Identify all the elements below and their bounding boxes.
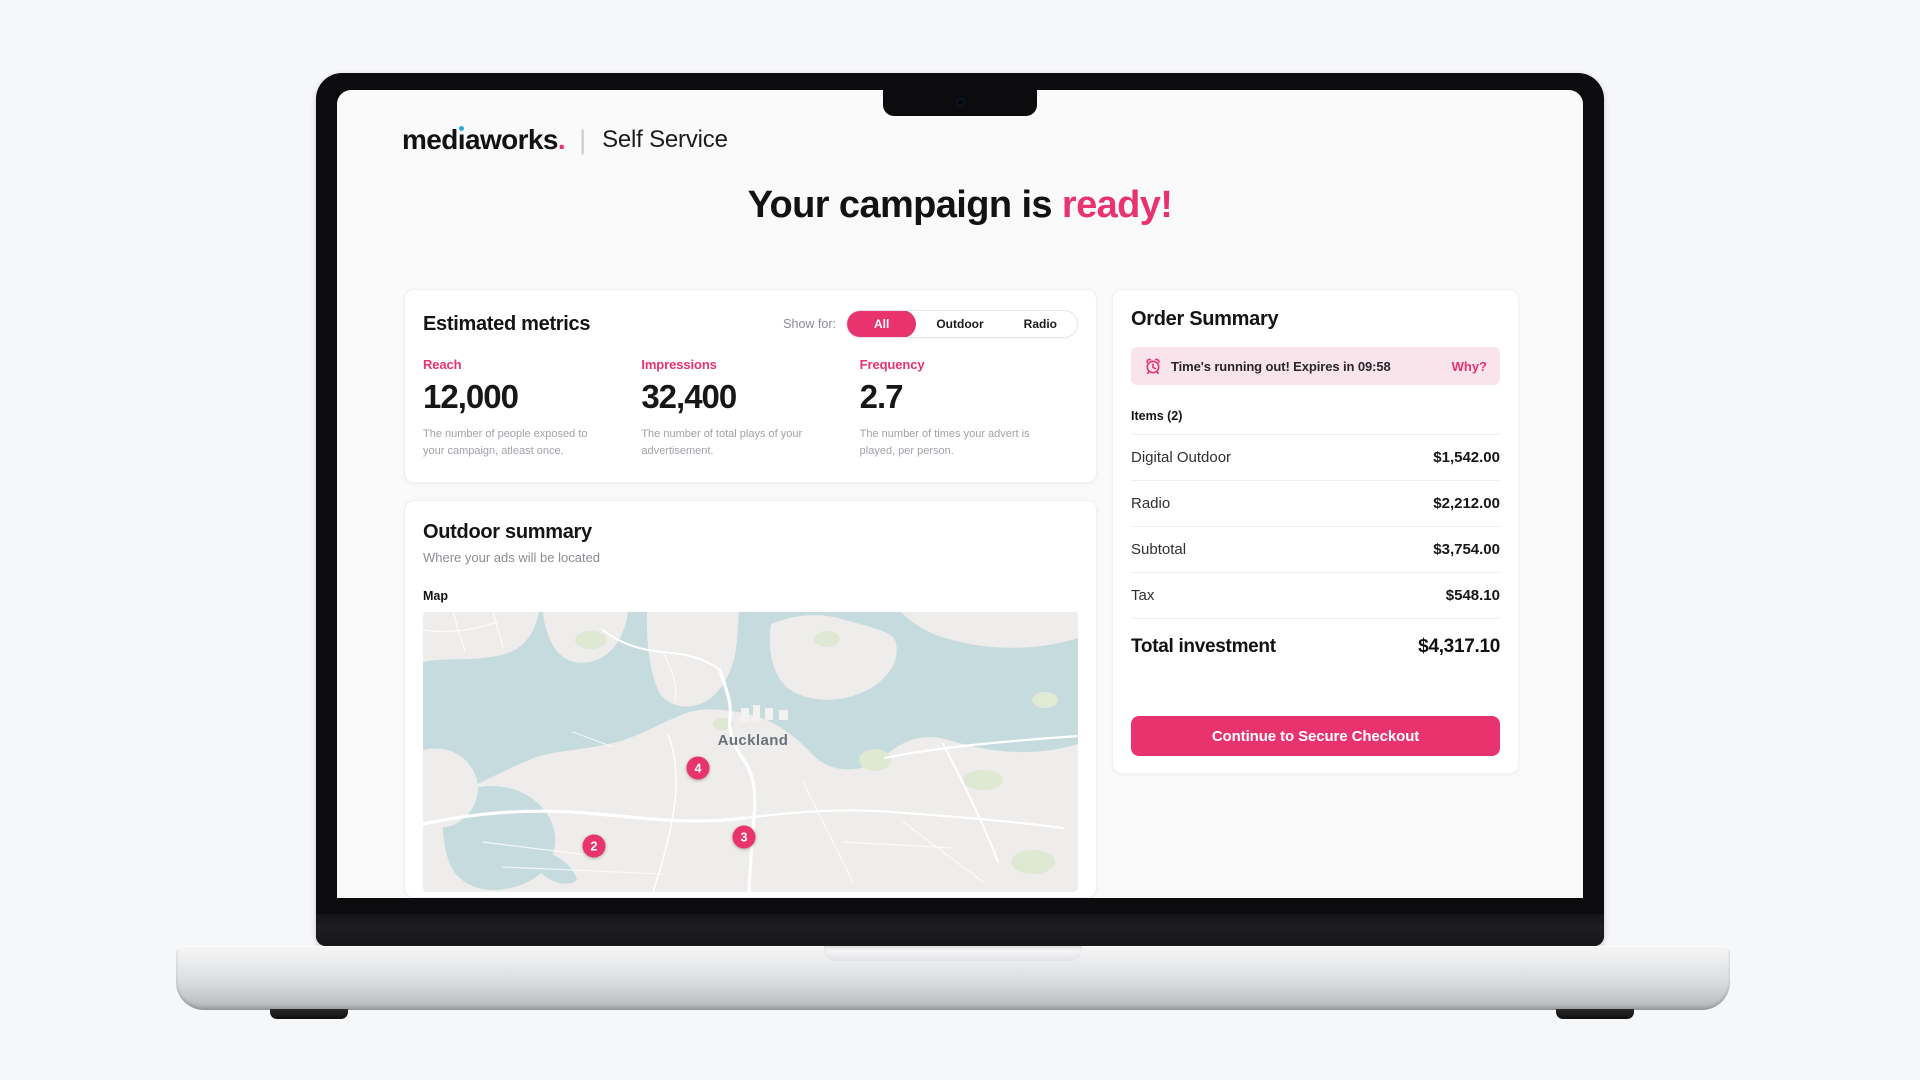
timer-banner: Time's running out! Expires in 09:58 Why…: [1131, 347, 1500, 385]
order-row-label: Radio: [1131, 495, 1171, 512]
map-pin-3[interactable]: 3: [732, 825, 756, 849]
metric-reach-value: 12,000: [423, 378, 519, 415]
left-column: Estimated metrics Show for: All Outdoor …: [404, 289, 1097, 898]
alarm-clock-icon: [1144, 357, 1162, 375]
laptop-foot-right: [1556, 1009, 1634, 1019]
order-row-label: Subtotal: [1131, 541, 1187, 558]
svg-text:2: 2: [591, 840, 598, 854]
logo-blue-dot: [458, 126, 464, 131]
outdoor-summary-title: Outdoor summary: [423, 521, 592, 543]
continue-checkout-button[interactable]: Continue to Secure Checkout: [1131, 716, 1500, 756]
map-water-inlet-finger: [541, 850, 577, 884]
metric-reach: Reach 12,000 The number of people expose…: [423, 357, 641, 460]
map-park: [1011, 850, 1055, 874]
total-investment-row: Total investment $4,317.10: [1131, 619, 1500, 675]
order-row-digital-outdoor: Digital Outdoor $1,542.00: [1131, 435, 1500, 481]
map-pin-4[interactable]: 4: [686, 756, 710, 780]
screen: medı aworks. | Self Service Your campaign…: [337, 90, 1583, 898]
order-row-radio: Radio $2,212.00: [1131, 481, 1500, 527]
outdoor-summary-card: Outdoor summary Where your ads will be l…: [404, 500, 1097, 898]
metric-impressions: Impressions 32,400 The number of total p…: [641, 357, 859, 460]
metric-impressions-description: The number of total plays of your advert…: [641, 428, 803, 458]
laptop-notch: [883, 90, 1037, 116]
order-row-value: $2,212.00: [1433, 495, 1500, 512]
metric-frequency-label: Frequency: [859, 357, 925, 372]
metric-impressions-value: 32,400: [641, 378, 737, 415]
page-header: medı aworks. | Self Service: [402, 124, 728, 156]
metric-reach-label: Reach: [423, 357, 462, 372]
order-row-value: $1,542.00: [1433, 449, 1500, 466]
estimated-metrics-title: Estimated metrics: [423, 312, 591, 335]
timer-why-link[interactable]: Why?: [1451, 358, 1487, 374]
map-park: [859, 749, 891, 771]
map-label: Map: [423, 589, 448, 603]
total-investment-label: Total investment: [1131, 636, 1276, 657]
show-for-control: Show for: All Outdoor Radio: [783, 310, 1078, 338]
order-row-value: $548.10: [1445, 587, 1500, 604]
metric-frequency: Frequency 2.7 The number of times your a…: [860, 357, 1078, 460]
order-row-label: Tax: [1131, 587, 1155, 604]
map-park: [814, 631, 840, 647]
map-coast-top-right: [901, 612, 1078, 648]
order-summary-title: Order Summary: [1131, 308, 1279, 330]
total-investment-value: $4,317.10: [1418, 636, 1500, 657]
metric-reach-description: The number of people exposed to your cam…: [423, 428, 588, 458]
metric-frequency-description: The number of times your advert is playe…: [859, 428, 1030, 458]
items-count-header: Items (2): [1131, 409, 1500, 435]
laptop-foot-left: [270, 1009, 348, 1019]
order-row-tax: Tax $548.10: [1131, 573, 1500, 619]
order-row-label: Digital Outdoor: [1131, 449, 1232, 466]
filter-outdoor-button[interactable]: Outdoor: [916, 311, 1003, 337]
map-peninsula-3: [769, 615, 897, 700]
media-filter-toggle: All Outdoor Radio: [845, 310, 1078, 338]
svg-text:3: 3: [741, 831, 748, 845]
outdoor-summary-subtitle: Where your ads will be located: [423, 550, 601, 565]
order-row-subtotal: Subtotal $3,754.00: [1131, 527, 1500, 573]
map-coast-left: [423, 748, 478, 828]
timer-message: Time's running out! Expires in 09:58: [1171, 358, 1391, 374]
map-park: [963, 770, 1003, 790]
order-row-value: $3,754.00: [1433, 541, 1500, 558]
laptop-lid-groove: [824, 946, 1082, 961]
filter-all-button[interactable]: All: [846, 311, 917, 337]
main-content: Estimated metrics Show for: All Outdoor …: [404, 289, 1519, 898]
order-summary-card: Order Summary Time's running out! Expire…: [1112, 289, 1519, 774]
map-peninsula-2: [646, 612, 739, 707]
metric-impressions-label: Impressions: [641, 357, 717, 372]
laptop-base: [176, 946, 1730, 1010]
map-city-label: Auckland: [718, 732, 789, 749]
page-title-highlight: ready!: [1061, 184, 1173, 226]
map-island: [1032, 692, 1058, 708]
map-wharves: [741, 705, 788, 722]
header-divider: |: [579, 124, 587, 155]
svg-text:4: 4: [695, 762, 702, 776]
product-name: Self Service: [602, 126, 728, 153]
laptop-hinge: [316, 914, 1604, 946]
map-park: [575, 631, 607, 649]
auckland-map: Auckland 4 2 3: [423, 612, 1078, 892]
webcam-icon: [955, 98, 965, 107]
estimated-metrics-card: Estimated metrics Show for: All Outdoor …: [404, 289, 1097, 483]
filter-radio-button[interactable]: Radio: [1004, 311, 1077, 337]
map-park: [713, 718, 733, 730]
page-title: Your campaign is ready!: [747, 184, 1173, 226]
show-for-label: Show for:: [783, 317, 836, 331]
map-pin-2[interactable]: 2: [582, 834, 606, 858]
mediaworks-logo: medı aworks.: [402, 124, 566, 155]
metric-frequency-value: 2.7: [859, 378, 904, 415]
